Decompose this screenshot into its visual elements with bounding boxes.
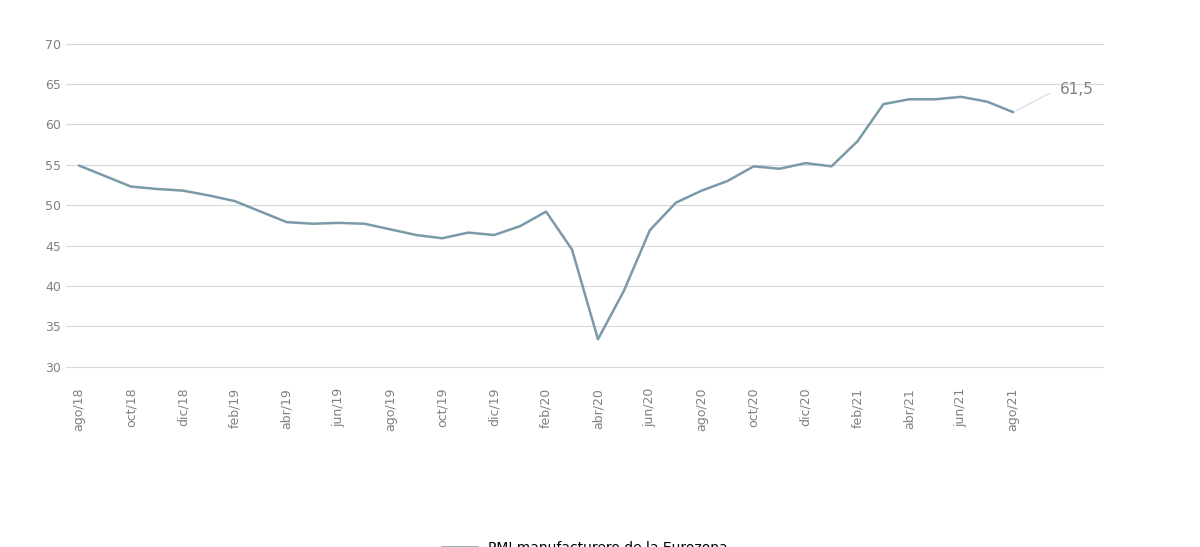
Legend: PMI manufacturero de la Eurozona: PMI manufacturero de la Eurozona: [437, 536, 733, 547]
Text: 61,5: 61,5: [1060, 82, 1093, 97]
